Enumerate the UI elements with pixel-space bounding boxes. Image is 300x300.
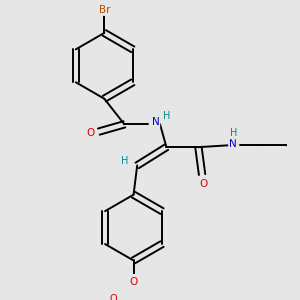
Text: H: H xyxy=(121,156,128,166)
Text: N: N xyxy=(229,139,237,148)
Text: H: H xyxy=(163,111,170,121)
Text: N: N xyxy=(152,118,159,128)
Text: O: O xyxy=(129,277,138,286)
Text: H: H xyxy=(230,128,238,138)
Text: Br: Br xyxy=(98,5,110,15)
Text: O: O xyxy=(86,128,95,138)
Text: O: O xyxy=(110,294,117,300)
Text: O: O xyxy=(200,179,208,189)
